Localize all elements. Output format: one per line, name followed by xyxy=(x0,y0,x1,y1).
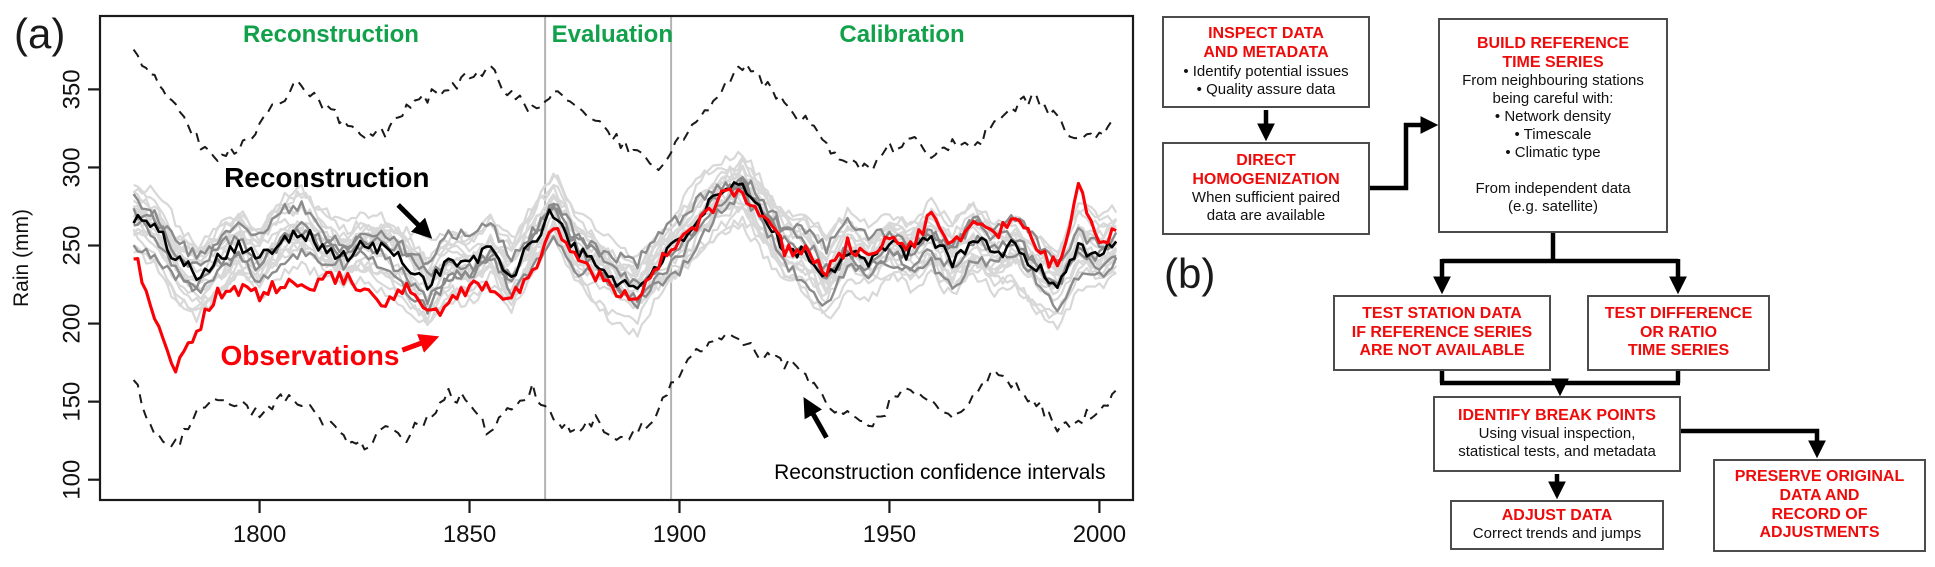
flow-box-build-reference-title: BUILD REFERENCE TIME SERIES xyxy=(1476,34,1629,71)
flow-box-build-reference-body: From neighbouring stations being careful… xyxy=(1462,72,1644,216)
flow-box-test-station-data: TEST STATION DATA IF REFERENCE SERIES AR… xyxy=(1333,295,1551,371)
svg-text:1850: 1850 xyxy=(443,521,496,548)
svg-text:200: 200 xyxy=(59,304,86,344)
rain-time-series-plot: 100 150 200 250 300 350 1800 1850 1900 1950 2000 xyxy=(59,14,1135,548)
svg-text:1800: 1800 xyxy=(233,521,286,548)
svg-text:2000: 2000 xyxy=(1073,521,1126,548)
flow-box-adjust-data-body: Correct trends and jumps xyxy=(1472,525,1642,543)
annotation-observations: Observations xyxy=(220,340,400,372)
annotation-confidence-intervals: Reconstruction confidence intervals xyxy=(774,461,1106,485)
svg-text:350: 350 xyxy=(59,69,86,109)
svg-text:150: 150 xyxy=(59,382,86,422)
period-label-calibration: Calibration xyxy=(839,21,965,48)
flow-box-inspect-data: INSPECT DATA AND METADATA • Identify pot… xyxy=(1162,16,1370,108)
flow-box-adjust-data: ADJUST DATA Correct trends and jumps xyxy=(1450,500,1664,550)
flow-box-test-difference: TEST DIFFERENCE OR RATIO TIME SERIES xyxy=(1587,295,1770,371)
flow-box-identify-break-points: IDENTIFY BREAK POINTS Using visual inspe… xyxy=(1433,396,1681,472)
flow-box-preserve-original-title: PRESERVE ORIGINAL DATA AND RECORD OF ADJ… xyxy=(1734,467,1905,542)
flow-box-identify-break-points-title: IDENTIFY BREAK POINTS xyxy=(1458,406,1656,424)
flow-box-preserve-original: PRESERVE ORIGINAL DATA AND RECORD OF ADJ… xyxy=(1713,459,1926,552)
annotation-reconstruction: Reconstruction xyxy=(224,162,430,194)
flow-box-inspect-data-title: INSPECT DATA AND METADATA xyxy=(1203,25,1329,61)
flow-box-adjust-data-title: ADJUST DATA xyxy=(1501,506,1613,524)
flow-box-inspect-data-body: • Identify potential issues • Quality as… xyxy=(1183,62,1349,98)
svg-text:1900: 1900 xyxy=(653,521,706,548)
flow-box-direct-homogenization-title: DIRECT HOMOGENIZATION xyxy=(1192,151,1340,188)
flow-box-identify-break-points-body: Using visual inspection, statistical tes… xyxy=(1458,425,1656,461)
svg-text:1950: 1950 xyxy=(863,521,916,548)
flow-box-test-difference-title: TEST DIFFERENCE OR RATIO TIME SERIES xyxy=(1604,304,1753,360)
svg-text:300: 300 xyxy=(59,147,86,187)
panel-a-label: (a) xyxy=(14,10,66,57)
flow-box-test-station-data-title: TEST STATION DATA IF REFERENCE SERIES AR… xyxy=(1351,304,1533,360)
svg-text:100: 100 xyxy=(59,460,86,500)
period-label-reconstruction: Reconstruction xyxy=(242,21,419,48)
period-label-evaluation: Evaluation xyxy=(551,21,673,48)
panel-b-label: (b) xyxy=(1164,250,1216,297)
flowchart-connectors xyxy=(1257,110,1826,500)
flow-box-build-reference: BUILD REFERENCE TIME SERIES From neighbo… xyxy=(1438,18,1668,233)
flow-box-direct-homogenization: DIRECT HOMOGENIZATION When sufficient pa… xyxy=(1162,142,1370,235)
y-axis-title: Rain (mm) xyxy=(10,209,33,307)
svg-text:250: 250 xyxy=(59,225,86,265)
flow-box-direct-homogenization-body: When sufficient paired data are availabl… xyxy=(1191,189,1341,225)
